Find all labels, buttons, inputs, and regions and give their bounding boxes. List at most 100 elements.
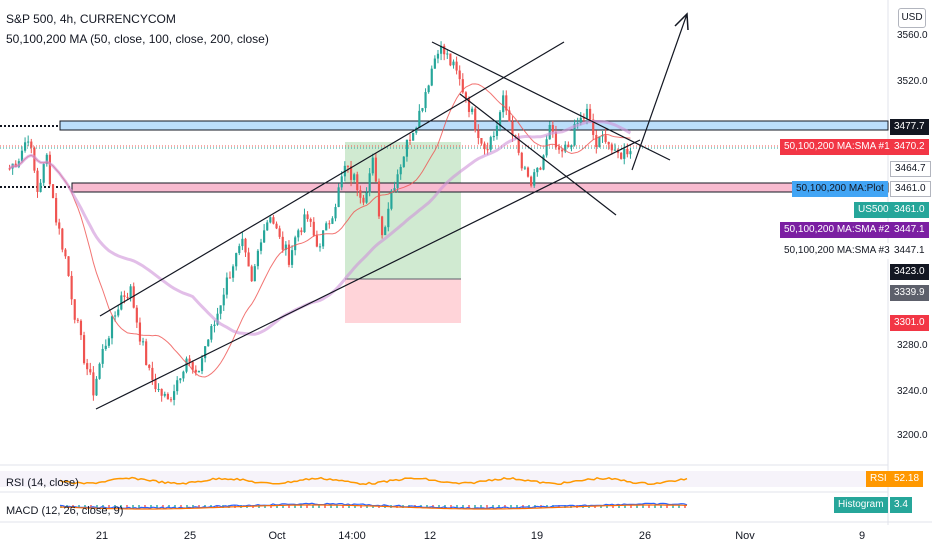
candle-body <box>315 235 318 247</box>
candle-body <box>443 45 446 55</box>
macd-histogram-bar <box>648 505 650 508</box>
candle-body <box>123 295 126 297</box>
x-tick-26: 26 <box>638 530 652 542</box>
macd-histogram-bar <box>456 505 458 508</box>
x-tick-25: 25 <box>183 530 197 542</box>
candle-body <box>471 108 474 112</box>
candle-body <box>545 139 548 156</box>
candle-body <box>200 358 204 372</box>
candle-body <box>424 92 427 109</box>
candle-body <box>163 393 166 396</box>
candle-body <box>334 207 337 219</box>
candle-body <box>464 92 467 99</box>
macd-histogram-bar <box>306 505 308 508</box>
macd-histogram-bar <box>180 505 182 508</box>
candle-body <box>8 168 11 170</box>
candle-body <box>446 53 449 55</box>
sma1-name-badge: 50,100,200 MA:SMA #1 <box>780 139 894 155</box>
candle-body <box>604 135 607 142</box>
macd-histogram-bar <box>144 505 146 508</box>
candle-body <box>263 230 266 243</box>
macd-histogram-bar <box>564 505 566 508</box>
candle-body <box>89 369 92 373</box>
candle-body <box>235 253 238 267</box>
macd-histogram-bar <box>300 505 302 508</box>
macd-histogram-bar <box>678 505 680 508</box>
candle-body <box>160 388 163 396</box>
x-tick-1400: 14:00 <box>338 530 366 542</box>
macd-histogram-bar <box>450 505 452 508</box>
histogram-name-badge: Histogram <box>834 497 888 513</box>
candle-body <box>514 135 517 137</box>
candle-body <box>67 256 70 276</box>
candle-body <box>306 214 309 220</box>
candle-body <box>48 154 51 185</box>
candle-body <box>511 121 514 136</box>
symbol-title[interactable]: S&P 500, 4h, CURRENCYCOM <box>6 12 176 26</box>
macd-histogram-bar <box>216 505 218 508</box>
candle-body <box>368 173 371 193</box>
candle-body <box>110 316 114 339</box>
macd-histogram-bar <box>126 505 128 508</box>
candle-body <box>412 132 415 141</box>
macd-histogram-bar <box>426 505 428 508</box>
wedge-lower-line <box>459 93 617 216</box>
candle-body <box>325 223 328 231</box>
candle-body <box>225 277 228 295</box>
candle-body <box>259 242 263 251</box>
ma-indicator-legend[interactable]: 50,100,200 MA (50, close, 100, close, 20… <box>6 32 269 46</box>
candle-body <box>433 58 436 69</box>
macd-histogram-bar <box>504 505 506 508</box>
macd-histogram-bar <box>510 505 512 508</box>
candle-body <box>548 124 551 140</box>
candle-body <box>269 217 272 223</box>
histogram-value-badge: 3.4 <box>890 497 912 513</box>
candle-body <box>312 221 315 236</box>
candle-body <box>393 188 396 191</box>
candle-body <box>51 184 55 198</box>
candle-body <box>73 299 76 320</box>
candle-body <box>458 70 461 80</box>
candle-body <box>228 277 232 279</box>
macd-signal-line <box>59 504 688 510</box>
candle-body <box>287 244 291 265</box>
macd-histogram-bar <box>444 505 446 508</box>
candle-body <box>132 286 135 308</box>
candle-body <box>222 294 225 306</box>
candle-body <box>573 123 576 146</box>
candle-body <box>55 197 58 223</box>
candle-body <box>272 217 275 224</box>
candle-body <box>539 167 542 170</box>
candle-body <box>141 341 145 343</box>
resistance-price-badge: 3477.7 <box>890 119 929 135</box>
macd-histogram-bar <box>438 505 440 508</box>
candle-body <box>418 110 421 128</box>
candle-body <box>492 135 495 138</box>
macd-histogram-bar <box>480 505 482 508</box>
candle-body <box>188 358 191 362</box>
candle-body <box>101 348 104 364</box>
macd-legend[interactable]: MACD (12, 26, close, 9) <box>6 505 124 517</box>
macd-histogram-bar <box>150 505 152 508</box>
macd-histogram-bar <box>666 505 668 508</box>
last-price-badge: 3461.0 <box>890 202 929 218</box>
entry-price-badge: 3423.0 <box>890 264 929 280</box>
candle-body <box>79 320 83 336</box>
macd-histogram-bar <box>612 505 614 508</box>
currency-button[interactable]: USD <box>898 8 926 28</box>
candle-body <box>523 167 526 169</box>
candle-body <box>557 147 561 150</box>
sma1-price-badge: 3470.2 <box>890 139 929 155</box>
candle-body <box>216 313 219 325</box>
candle-body <box>533 172 536 186</box>
candle-body <box>421 108 424 111</box>
candle-body <box>213 324 216 327</box>
candle-body <box>129 286 132 298</box>
channel-upper-line <box>99 41 565 317</box>
sma200-line <box>8 119 632 336</box>
x-tick-oct: Oct <box>268 530 286 542</box>
candle-body <box>70 275 73 300</box>
rsi-legend[interactable]: RSI (14, close) <box>6 477 79 489</box>
candle-body <box>157 388 160 390</box>
